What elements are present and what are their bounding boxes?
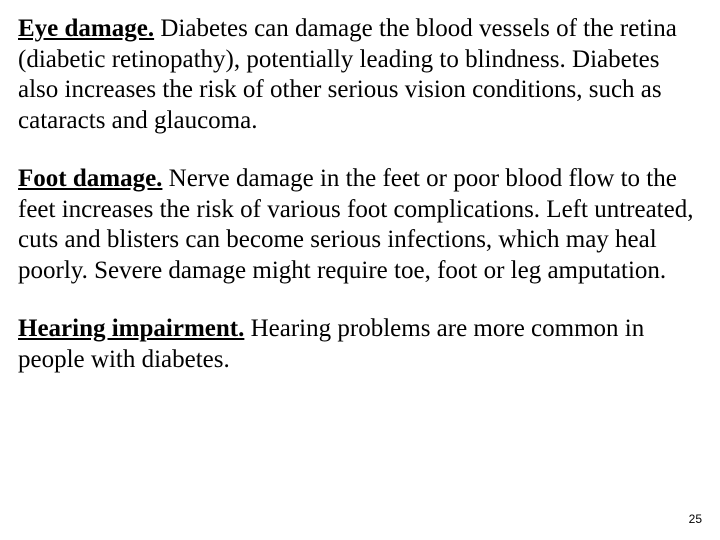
paragraph-foot-damage: Foot damage. Nerve damage in the feet or… — [18, 164, 702, 286]
slide-page: Eye damage. Diabetes can damage the bloo… — [0, 0, 720, 540]
heading-eye-damage: Eye damage. — [18, 15, 154, 42]
page-number: 25 — [689, 512, 702, 526]
heading-foot-damage: Foot damage. — [18, 165, 162, 192]
paragraph-eye-damage: Eye damage. Diabetes can damage the bloo… — [18, 14, 702, 136]
heading-hearing-impairment: Hearing impairment. — [18, 315, 244, 342]
paragraph-hearing-impairment: Hearing impairment. Hearing problems are… — [18, 314, 702, 375]
